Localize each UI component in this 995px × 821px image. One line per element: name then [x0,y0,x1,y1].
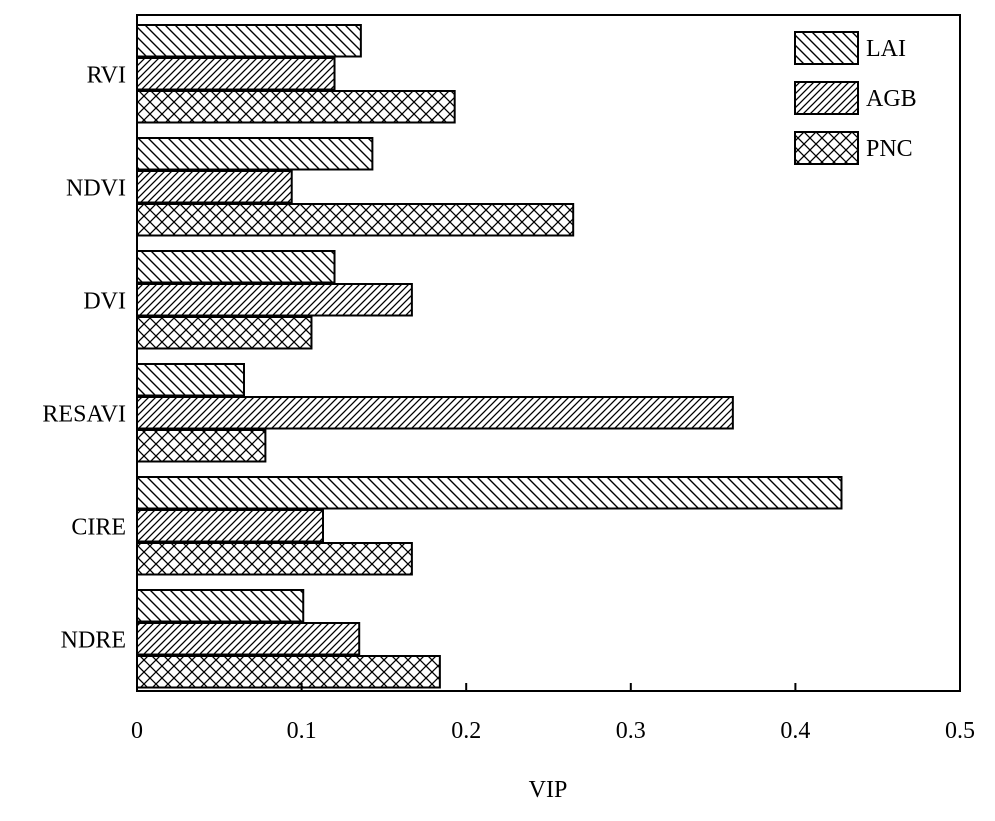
x-tick-label-0-3: 0.3 [616,718,646,744]
bar-dvi-lai [136,250,336,284]
bar-ndvi-pnc [136,203,575,237]
legend-label-pnc: PNC [866,136,913,162]
x-tick-label-0-4: 0.4 [780,718,810,744]
bar-dvi-pnc [136,316,313,350]
x-tick-label-0-2: 0.2 [451,718,481,744]
bar-dvi-agb [136,283,413,317]
bar-cire-agb [136,509,324,543]
bar-cire-lai [136,476,843,510]
x-axis-label: VIP [529,777,568,803]
plot-frame [136,14,961,692]
bar-resavi-pnc [136,429,267,463]
bar-rvi-lai [136,24,362,58]
bar-ndre-pnc [136,655,441,689]
x-tick-label-0-5: 0.5 [945,718,975,744]
y-tick-label-rvi: RVI [87,63,126,89]
bar-rvi-pnc [136,90,456,124]
y-tick-label-ndvi: NDVI [66,176,126,202]
bar-ndvi-agb [136,170,293,204]
bar-cire-pnc [136,542,413,576]
legend-label-agb: AGB [866,86,917,112]
x-ticks: 0 0.1 0.2 0.3 0.4 0.5 [131,683,975,744]
y-tick-label-cire: CIRE [71,515,126,541]
bar-resavi-lai [136,363,245,397]
bar-ndre-lai [136,589,305,623]
y-tick-label-ndre: NDRE [61,628,126,654]
bar-rvi-agb [136,57,336,91]
legend-swatch-agb [794,81,859,115]
legend: LAI AGB PNC [794,31,917,165]
bar-ndvi-lai [136,137,374,171]
legend-swatch-lai [794,31,859,65]
x-tick-label-0: 0 [131,718,143,744]
y-tick-label-dvi: DVI [83,289,126,315]
bar-ndre-agb [136,622,361,656]
bars-group [136,24,843,689]
legend-swatch-pnc [794,131,859,165]
bar-resavi-agb [136,396,734,430]
legend-label-lai: LAI [866,36,906,62]
y-tick-labels: RVI NDVI DVI RESAVI CIRE NDRE [42,63,126,654]
y-tick-label-resavi: RESAVI [42,402,126,428]
x-tick-label-0-1: 0.1 [287,718,317,744]
